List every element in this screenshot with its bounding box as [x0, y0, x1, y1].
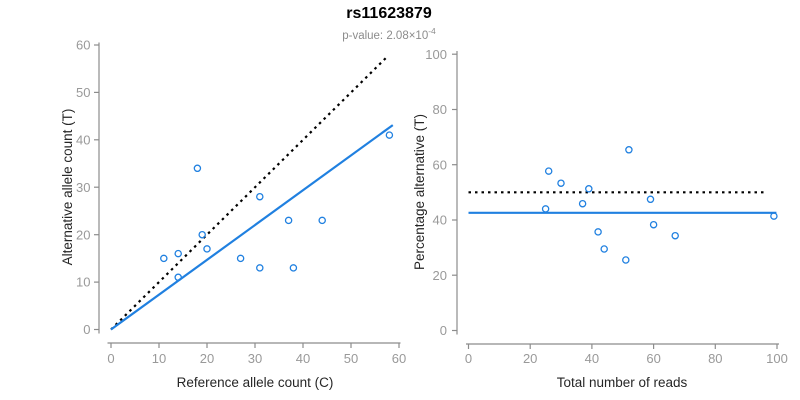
x-tick-label: 60: [646, 351, 660, 366]
data-point: [160, 254, 168, 263]
y-tick-label: 20: [76, 227, 90, 242]
data-point: [203, 245, 211, 253]
x-tick-label: 30: [248, 351, 262, 366]
data-point: [646, 195, 655, 204]
y-tick-label: 50: [76, 85, 90, 100]
data-point: [193, 164, 202, 173]
fit-line: [110, 124, 394, 331]
data-point: [385, 131, 394, 139]
x-tick-label: 60: [392, 351, 406, 366]
data-point: [284, 216, 293, 225]
y-axis-title: Alternative allele count (T): [60, 109, 75, 266]
data-point: [544, 167, 553, 175]
x-tick-label: 100: [766, 351, 788, 366]
data-point: [198, 230, 206, 239]
data-point: [236, 254, 245, 263]
data-point: [770, 212, 778, 220]
y-tick-label: 60: [76, 38, 90, 53]
x-axis-title: Reference allele count (C): [177, 375, 334, 390]
y-tick-label: 20: [433, 268, 447, 283]
data-point: [625, 146, 633, 154]
x-tick-label: 0: [107, 351, 114, 366]
x-tick-label: 40: [585, 351, 599, 366]
data-point: [318, 216, 326, 225]
y-tick-label: 60: [433, 157, 447, 172]
x-tick-label: 0: [465, 351, 472, 366]
data-point: [256, 264, 264, 272]
identity-line: [110, 56, 388, 331]
x-tick-label: 10: [152, 351, 166, 366]
y-tick-label: 0: [83, 322, 90, 337]
x-tick-label: 50: [344, 351, 358, 366]
y-tick-label: 10: [76, 275, 90, 290]
x-axis-title: Total number of reads: [557, 375, 688, 390]
y-axis-title: Percentage alternative (T): [412, 114, 427, 270]
y-tick-label: 40: [76, 132, 90, 147]
data-point: [174, 273, 182, 282]
y-tick-label: 40: [433, 213, 447, 228]
y-tick-label: 0: [440, 323, 447, 338]
y-tick-label: 100: [425, 47, 447, 62]
data-point: [174, 249, 182, 258]
data-point: [578, 199, 587, 208]
y-tick-label: 30: [76, 180, 90, 195]
data-point: [649, 220, 658, 229]
x-tick-label: 40: [296, 351, 310, 366]
x-tick-label: 20: [523, 351, 537, 366]
data-point: [541, 205, 550, 213]
x-tick-label: 20: [200, 351, 214, 366]
data-point: [585, 185, 593, 193]
data-point: [600, 245, 608, 253]
y-tick-label: 80: [433, 102, 447, 117]
data-point: [622, 256, 630, 264]
data-point: [289, 264, 298, 272]
data-point: [594, 228, 602, 236]
x-tick-label: 80: [708, 351, 722, 366]
data-point: [256, 192, 264, 201]
data-point: [671, 231, 679, 240]
data-point: [557, 179, 565, 187]
